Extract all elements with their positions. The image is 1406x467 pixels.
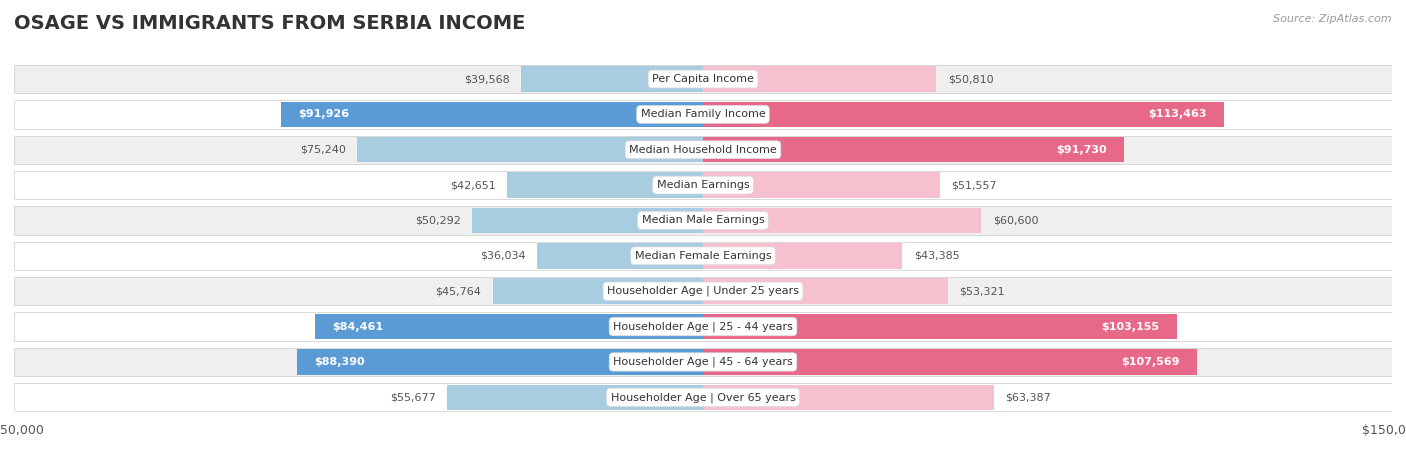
Text: Median Household Income: Median Household Income [628,145,778,155]
Text: Median Female Earnings: Median Female Earnings [634,251,772,261]
Text: $53,321: $53,321 [959,286,1005,296]
Text: $91,926: $91,926 [298,109,349,120]
Text: $88,390: $88,390 [315,357,366,367]
Bar [14,383,1392,411]
Bar [703,385,994,410]
Text: $60,600: $60,600 [993,215,1038,226]
Text: $91,730: $91,730 [1056,145,1107,155]
Bar [537,243,703,269]
Text: $39,568: $39,568 [464,74,510,84]
Bar [297,349,703,375]
Text: Householder Age | Under 25 years: Householder Age | Under 25 years [607,286,799,297]
Text: $113,463: $113,463 [1149,109,1206,120]
Text: $51,557: $51,557 [952,180,997,190]
Bar [14,100,1392,128]
Text: Source: ZipAtlas.com: Source: ZipAtlas.com [1274,14,1392,24]
Bar [703,243,903,269]
Bar [522,66,703,92]
Text: Householder Age | 45 - 64 years: Householder Age | 45 - 64 years [613,357,793,367]
Text: Per Capita Income: Per Capita Income [652,74,754,84]
Bar [14,135,1392,164]
Bar [703,66,936,92]
Bar [14,348,1392,376]
Bar [447,385,703,410]
Text: $36,034: $36,034 [481,251,526,261]
Bar [703,278,948,304]
Text: Householder Age | Over 65 years: Householder Age | Over 65 years [610,392,796,403]
Bar [703,314,1177,340]
Text: $55,677: $55,677 [389,392,436,402]
Bar [281,102,703,127]
Text: $103,155: $103,155 [1101,322,1160,332]
Bar [357,137,703,163]
Bar [508,172,703,198]
Bar [703,208,981,233]
Bar [14,277,1392,305]
Text: $45,764: $45,764 [436,286,481,296]
Bar [14,171,1392,199]
Bar [14,206,1392,234]
Text: $107,569: $107,569 [1122,357,1180,367]
Bar [703,102,1225,127]
Text: $63,387: $63,387 [1005,392,1052,402]
Text: OSAGE VS IMMIGRANTS FROM SERBIA INCOME: OSAGE VS IMMIGRANTS FROM SERBIA INCOME [14,14,526,33]
Bar [703,349,1197,375]
Text: $84,461: $84,461 [332,322,384,332]
Text: $50,810: $50,810 [948,74,994,84]
Bar [315,314,703,340]
Text: Median Earnings: Median Earnings [657,180,749,190]
Bar [14,312,1392,341]
Bar [703,172,939,198]
Text: $50,292: $50,292 [415,215,461,226]
Text: Median Male Earnings: Median Male Earnings [641,215,765,226]
Text: $75,240: $75,240 [299,145,346,155]
Bar [494,278,703,304]
Bar [14,242,1392,270]
Bar [703,137,1125,163]
Bar [14,65,1392,93]
Text: Median Family Income: Median Family Income [641,109,765,120]
Text: Householder Age | 25 - 44 years: Householder Age | 25 - 44 years [613,321,793,332]
Text: $43,385: $43,385 [914,251,959,261]
Text: $42,651: $42,651 [450,180,496,190]
Bar [472,208,703,233]
